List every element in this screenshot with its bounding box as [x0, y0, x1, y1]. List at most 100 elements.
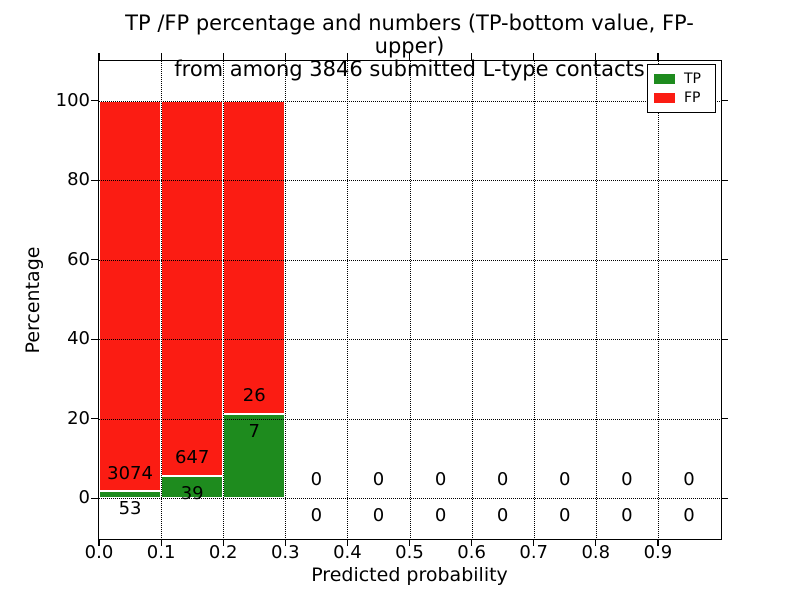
chart-title-line1: TP /FP percentage and numbers (TP-bottom…	[125, 11, 694, 58]
grid-line-vertical	[161, 61, 163, 538]
x-tick-top	[533, 53, 535, 60]
chart-title: TP /FP percentage and numbers (TP-bottom…	[99, 12, 720, 81]
grid-line-vertical	[409, 61, 411, 538]
grid-line-vertical	[595, 61, 597, 538]
x-tick-bottom	[222, 539, 224, 546]
y-tick-label: 0	[78, 487, 90, 509]
grid-line-horizontal	[99, 339, 720, 341]
x-tick-label: 0.9	[643, 542, 673, 563]
tp-count-label: 0	[496, 505, 509, 527]
tp-count-label: 7	[248, 420, 260, 442]
y-tick-right	[721, 259, 728, 261]
x-tick-top	[595, 53, 597, 60]
legend-label-tp: TP	[684, 71, 701, 87]
legend: TP FP	[647, 64, 716, 113]
y-axis-label: Percentage	[22, 246, 44, 354]
grid-line-vertical	[657, 61, 659, 538]
x-tick-top	[346, 53, 349, 60]
bar-tp	[223, 413, 286, 499]
x-tick-bottom	[533, 539, 535, 546]
x-tick-bottom	[657, 539, 659, 546]
fp-count-label: 0	[372, 469, 385, 491]
legend-label-fp: FP	[684, 90, 701, 106]
fp-count-label: 26	[242, 384, 266, 406]
tp-count-label: 0	[310, 505, 323, 527]
y-tick-label: 80	[67, 169, 90, 191]
grid-line-vertical	[347, 61, 349, 538]
tp-count-label: 0	[372, 505, 385, 527]
x-tick-bottom	[160, 539, 162, 546]
y-tick-right	[721, 338, 728, 340]
x-tick-label: 0.5	[395, 542, 424, 563]
tp-count-label: 39	[180, 482, 204, 504]
tp-count-label: 0	[434, 505, 447, 527]
x-tick-bottom	[284, 539, 286, 546]
grid-line-horizontal	[99, 498, 720, 500]
bar-tp	[99, 491, 162, 499]
fp-count-label: 0	[621, 469, 633, 491]
x-tick-top	[98, 53, 100, 60]
legend-row-tp: TP	[654, 72, 709, 86]
fp-count-label: 647	[174, 446, 210, 468]
x-tick-bottom	[595, 539, 597, 546]
grid-line-vertical	[223, 61, 225, 538]
x-tick-top	[284, 53, 286, 60]
y-tick-right	[721, 100, 728, 102]
y-tick-right	[721, 497, 728, 499]
x-tick-bottom	[346, 539, 349, 546]
y-tick-label: 20	[67, 407, 90, 429]
y-tick-label: 60	[67, 248, 90, 270]
y-tick-right	[721, 179, 728, 181]
x-axis-label: Predicted probability	[311, 564, 508, 586]
y-tick-left	[91, 259, 98, 261]
bar-fp	[223, 100, 286, 414]
x-tick-label: 0.4	[333, 542, 362, 563]
x-tick-label: 0.1	[146, 542, 176, 563]
x-tick-label: 0.0	[84, 542, 114, 563]
x-tick-label: 0.6	[457, 542, 486, 563]
legend-swatch-tp	[654, 74, 675, 84]
y-tick-left	[91, 418, 98, 420]
y-tick-left	[91, 179, 98, 181]
x-tick-label: 0.3	[270, 542, 300, 563]
grid-line-horizontal	[99, 100, 720, 102]
fp-count-label: 3074	[107, 462, 153, 484]
x-tick-label: 0.7	[519, 542, 549, 563]
legend-row-fp: FP	[654, 91, 709, 105]
tp-count-label: 0	[621, 505, 633, 527]
tp-count-label: 0	[683, 505, 695, 527]
bar-fp	[99, 100, 162, 492]
grid-line-horizontal	[99, 259, 720, 261]
legend-swatch-fp	[654, 93, 675, 103]
fp-count-label: 0	[683, 469, 695, 491]
fp-count-label: 0	[434, 469, 447, 491]
fp-count-label: 0	[310, 469, 323, 491]
x-tick-label: 0.2	[208, 542, 238, 563]
y-tick-left	[91, 100, 98, 102]
tp-count-label: 53	[118, 498, 142, 520]
y-tick-left	[91, 338, 98, 340]
x-tick-top	[222, 53, 224, 60]
y-tick-label: 40	[67, 328, 90, 350]
fp-count-label: 0	[559, 469, 571, 491]
x-tick-top	[657, 53, 659, 60]
y-tick-left	[91, 497, 98, 499]
y-tick-right	[721, 418, 728, 420]
grid-line-vertical	[471, 61, 473, 538]
x-tick-bottom	[408, 539, 411, 546]
y-tick-label: 100	[55, 89, 90, 111]
x-tick-bottom	[471, 539, 473, 546]
x-tick-top	[408, 53, 411, 60]
grid-line-vertical	[533, 61, 535, 538]
grid-line-horizontal	[99, 418, 720, 420]
x-tick-label: 0.8	[581, 542, 611, 563]
tp-count-label: 0	[559, 505, 571, 527]
x-tick-bottom	[98, 539, 100, 546]
x-tick-top	[160, 53, 162, 60]
grid-line-horizontal	[99, 180, 720, 182]
fp-count-label: 0	[496, 469, 509, 491]
chart-title-line2: from among 3846 submitted L-type contact…	[174, 57, 645, 81]
grid-line-vertical	[285, 61, 287, 538]
x-tick-top	[471, 53, 473, 60]
